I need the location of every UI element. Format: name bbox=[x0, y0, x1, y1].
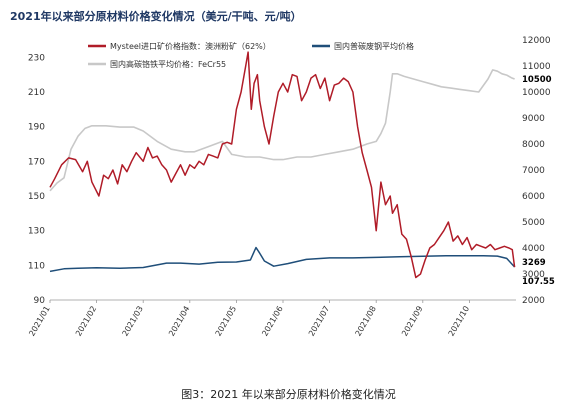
end-labels: 10500 3269 107.55 bbox=[522, 75, 555, 287]
figure-caption: 图3：2021 年以来部分原材料价格变化情况 bbox=[181, 388, 396, 401]
x-tick-label: 2021/01 bbox=[27, 305, 51, 338]
y-left-tick-label: 230 bbox=[28, 53, 45, 63]
end-label-scrap-steel: 3269 bbox=[522, 258, 546, 268]
legend-iron-ore-label: Mysteel进口矿价格指数：澳洲粉矿（62%） bbox=[110, 41, 271, 51]
y-left-tick-label: 210 bbox=[28, 88, 45, 98]
x-tick-label: 2021/09 bbox=[400, 305, 424, 338]
y-left-tick-label: 110 bbox=[28, 261, 45, 271]
y-right-tick-label: 12000 bbox=[522, 36, 551, 46]
y-right-tick-label: 11000 bbox=[522, 62, 551, 72]
x-tick-label: 2021/03 bbox=[121, 305, 145, 338]
chart-title: 2021年以来部分原材料价格变化情况（美元/干吨、元/吨） bbox=[10, 10, 302, 23]
y-right-tick-label: 2000 bbox=[522, 296, 545, 306]
y-right-tick-label: 8000 bbox=[522, 140, 545, 150]
ferrochrome-price-line bbox=[49, 69, 515, 192]
y-left-tick-label: 150 bbox=[28, 192, 45, 202]
end-label-iron-ore: 107.55 bbox=[522, 277, 555, 287]
y-right-tick-label: 9000 bbox=[522, 114, 545, 124]
y-left-tick-label: 190 bbox=[28, 123, 45, 133]
y-right-tick-label: 7000 bbox=[522, 166, 545, 176]
legend: Mysteel进口矿价格指数：澳洲粉矿（62%） 国内普碳废钢平均价格国内高碳铬铁… bbox=[88, 41, 414, 69]
x-tick-label: 2021/08 bbox=[354, 305, 378, 338]
legend-ferrochrome-label: 国内高碳铬铁平均价格：FeCr55 bbox=[110, 59, 226, 69]
x-tick-label: 2021/04 bbox=[167, 305, 191, 338]
scrap-steel-price-line bbox=[49, 246, 516, 273]
series-lines bbox=[49, 51, 516, 279]
y-right-tick-label: 3000 bbox=[522, 270, 545, 280]
x-tick-label: 2021/06 bbox=[260, 305, 284, 338]
end-label-ferrochrome: 10500 bbox=[522, 75, 552, 85]
x-tick-label: 2021/10 bbox=[447, 305, 471, 338]
x-tick-label: 2021/07 bbox=[307, 305, 331, 338]
x-tick-label: 2021/05 bbox=[214, 305, 238, 338]
y-left-tick-label: 170 bbox=[28, 157, 45, 167]
axes: 2021/01 2021/02 2021/03 2021/04 2021/05 2021/… bbox=[27, 36, 551, 338]
y-right-tick-label: 10000 bbox=[522, 88, 551, 98]
y-left-tick-label: 90 bbox=[34, 296, 46, 306]
y-left-tick-label: 130 bbox=[28, 227, 45, 237]
y-right-tick-label: 6000 bbox=[522, 192, 545, 202]
iron-ore-price-line bbox=[49, 51, 516, 279]
legend-scrap-steel-label: 国内普碳废钢平均价格 bbox=[334, 41, 414, 51]
y-right-tick-label: 5000 bbox=[522, 218, 545, 228]
x-tick-label: 2021/02 bbox=[74, 305, 98, 338]
y-right-tick-label: 4000 bbox=[522, 244, 545, 254]
